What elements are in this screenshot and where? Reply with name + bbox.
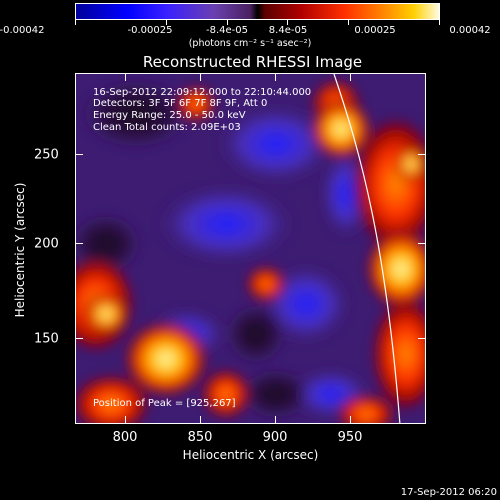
x-tick-label-850: 850 [187, 430, 213, 445]
colorbar-label-3: -8.4e-05 [206, 25, 248, 36]
peak-position-text: Position of Peak = [925,267] [93, 398, 236, 409]
x-tick-top-900 [275, 73, 276, 81]
colorbar-units: (photons cm⁻² s⁻¹ asec⁻²) [188, 38, 312, 49]
x-tick-900 [275, 416, 276, 424]
image-title: Reconstructed RHESSI Image [142, 53, 363, 71]
y-tick-right-200 [418, 243, 426, 244]
clean-counts-text: Clean Total counts: 2.09E+03 [93, 122, 241, 133]
x-tick-950 [350, 416, 351, 424]
time-range-text: 16-Sep-2012 22:09:12.000 to 22:10:44.000 [93, 87, 312, 98]
rhessi-image-map [76, 74, 425, 423]
y-tick-right-250 [418, 154, 426, 155]
colorbar [75, 3, 440, 25]
x-tick-top-950 [350, 73, 351, 81]
solar-limb-curve [333, 74, 401, 423]
colorbar-gradient [75, 3, 440, 20]
x-tick-label-800: 800 [112, 430, 138, 445]
detectors-text: Detectors: 3F 5F 6F 7F 8F 9F, Att 0 [93, 98, 268, 109]
x-axis-title: Heliocentric X (arcsec) [182, 448, 319, 462]
x-tick-top-850 [200, 73, 201, 81]
rhessi-image [75, 73, 426, 424]
x-tick-800 [125, 416, 126, 424]
colorbar-ticks [75, 20, 440, 25]
x-tick-top-800 [125, 73, 126, 81]
y-tick-250 [75, 154, 83, 155]
energy-range-text: Energy Range: 25.0 - 50.0 keV [93, 110, 246, 121]
y-tick-200 [75, 243, 83, 244]
y-tick-right-150 [418, 338, 426, 339]
colorbar-label-2: -0.00025 [127, 25, 173, 36]
x-tick-850 [200, 416, 201, 424]
colorbar-label-1: -0.00042 [0, 25, 45, 36]
x-tick-label-900: 900 [262, 430, 288, 445]
y-axis-title: Heliocentric Y (arcsec) [13, 182, 27, 318]
colorbar-label-5: 0.00025 [354, 25, 396, 36]
y-tick-label-200: 200 [34, 236, 59, 252]
y-tick-label-150: 150 [34, 331, 59, 347]
generation-timestamp: 17-Sep-2012 06:20 [400, 487, 497, 498]
y-tick-label-250: 250 [34, 147, 59, 163]
y-tick-150 [75, 338, 83, 339]
colorbar-label-6: 0.00042 [449, 25, 491, 36]
colorbar-label-4: 8.4e-05 [268, 25, 308, 36]
x-tick-label-950: 950 [337, 430, 363, 445]
